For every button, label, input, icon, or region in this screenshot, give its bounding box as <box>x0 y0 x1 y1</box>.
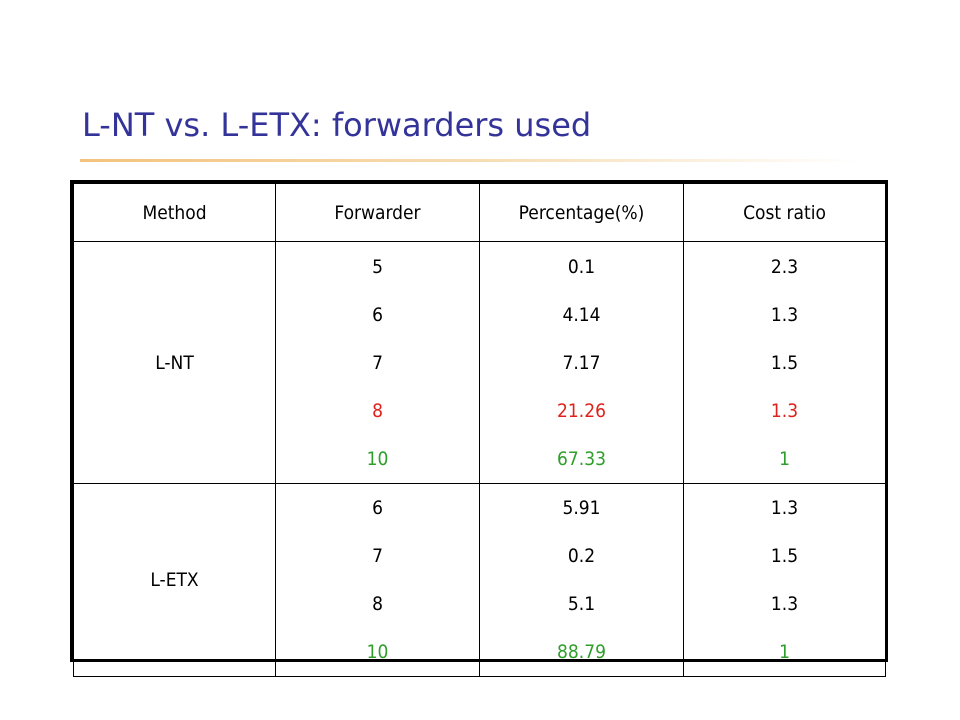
table-row: L-NT 5 6 7 8 10 0.1 4.14 7.17 21 <box>73 241 886 484</box>
table-header-row: Method Forwarder Percentage(%) Cost rati… <box>73 183 886 242</box>
forwarder-value: 10 <box>366 641 389 663</box>
percentage-value: 7.17 <box>562 351 601 374</box>
forwarder-cell: 5 6 7 8 10 <box>275 241 480 484</box>
forwarders-table: Method Forwarder Percentage(%) Cost rati… <box>73 183 886 677</box>
cost-ratio-value: 1.5 <box>770 545 799 567</box>
cost-ratio-value: 1.3 <box>770 593 799 615</box>
cost-ratio-value: 1.3 <box>770 497 799 519</box>
percentage-value: 0.1 <box>567 255 596 278</box>
forwarder-value: 6 <box>372 497 383 519</box>
forwarder-value: 8 <box>372 399 383 422</box>
percentage-value: 67.33 <box>557 447 606 470</box>
header-method: Method <box>73 183 276 242</box>
percentage-value: 4.14 <box>562 303 601 326</box>
cost-ratio-value: 1 <box>779 447 790 470</box>
title-underline <box>80 159 860 162</box>
cost-ratio-value: 1.3 <box>770 399 799 422</box>
forwarder-value: 6 <box>372 303 383 326</box>
cost-ratio-cell: 1.3 1.5 1.3 1 <box>683 483 886 677</box>
percentage-cell: 5.91 0.2 5.1 88.79 <box>479 483 684 677</box>
header-cost-ratio: Cost ratio <box>683 183 886 242</box>
slide-title: L-NT vs. L-ETX: forwarders used <box>82 106 592 144</box>
percentage-value: 0.2 <box>567 545 596 567</box>
results-table: Method Forwarder Percentage(%) Cost rati… <box>70 180 888 677</box>
cost-ratio-value: 1.3 <box>770 303 799 326</box>
forwarder-value: 10 <box>366 447 389 470</box>
method-cell: L-NT <box>73 241 276 484</box>
forwarder-cell: 6 7 8 10 <box>275 483 480 677</box>
percentage-value: 5.91 <box>562 497 601 519</box>
cost-ratio-value: 2.3 <box>770 255 799 278</box>
forwarder-value: 8 <box>372 593 383 615</box>
percentage-cell: 0.1 4.14 7.17 21.26 67.33 <box>479 241 684 484</box>
cost-ratio-cell: 2.3 1.3 1.5 1.3 1 <box>683 241 886 484</box>
forwarder-value: 7 <box>372 545 383 567</box>
header-forwarder: Forwarder <box>275 183 480 242</box>
percentage-value: 88.79 <box>557 641 606 663</box>
method-cell: L-ETX <box>73 483 276 677</box>
cost-ratio-value: 1.5 <box>770 351 799 374</box>
cost-ratio-value: 1 <box>779 641 790 663</box>
forwarder-value: 7 <box>372 351 383 374</box>
percentage-value: 21.26 <box>557 399 606 422</box>
forwarder-value: 5 <box>372 255 383 278</box>
percentage-value: 5.1 <box>567 593 596 615</box>
header-percentage: Percentage(%) <box>479 183 684 242</box>
table-row: L-ETX 6 7 8 10 5.91 0.2 5.1 88.79 <box>73 483 886 677</box>
